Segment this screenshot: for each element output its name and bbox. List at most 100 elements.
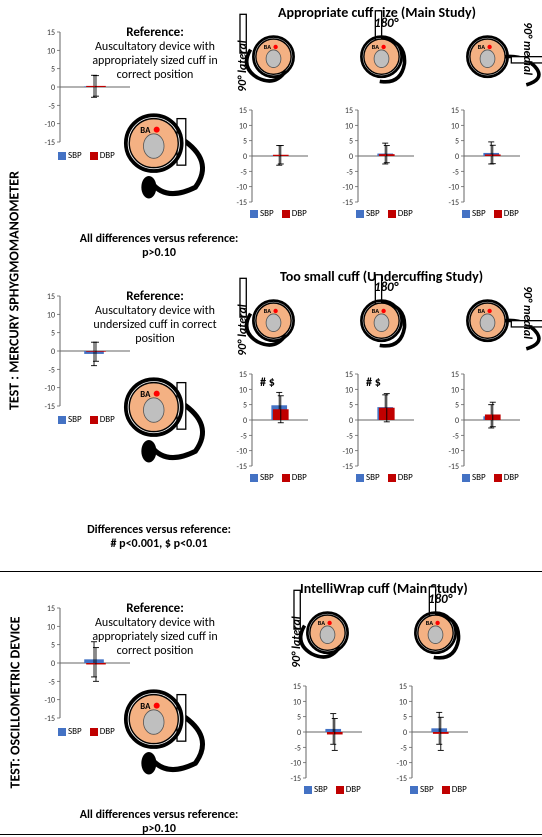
svg-text:10: 10	[399, 697, 407, 707]
lbl-r2-90med: 90° medial	[520, 286, 534, 356]
svg-text:BA: BA	[372, 307, 379, 315]
lbl-r1-180: 180°	[374, 16, 398, 31]
legend: SBP DBP	[244, 208, 307, 219]
svg-text:-5: -5	[294, 743, 301, 753]
vlabel-mercury: TEST : MERCURY SPHYGMOMANOMETER	[6, 159, 23, 423]
svg-text:-15: -15	[236, 462, 247, 470]
svg-text:15: 15	[399, 682, 407, 692]
svg-text:-15: -15	[342, 462, 353, 470]
svg-text:10: 10	[451, 385, 459, 395]
lbl-r3-90lat: 90° lateral	[290, 598, 304, 668]
svg-text:0: 0	[349, 416, 353, 426]
svg-text:-5: -5	[346, 167, 353, 177]
svg-text:10: 10	[239, 121, 247, 131]
svg-text:5: 5	[349, 137, 353, 147]
svg-text:10: 10	[239, 385, 247, 395]
legend: SBP DBP	[52, 150, 115, 161]
legend: SBP DBP	[350, 472, 413, 483]
anno-r2-180: # $	[366, 376, 381, 390]
svg-text:5: 5	[51, 65, 55, 75]
svg-text:15: 15	[345, 106, 353, 116]
svg-text:BA: BA	[140, 390, 151, 400]
svg-text:BA: BA	[478, 43, 485, 51]
vlabel-osc: TEST: OSCILLOMETRIC DEVICE	[7, 608, 24, 798]
ref-diagram-r1: BA	[110, 95, 198, 188]
chart-r2-90med: -15-10-5051015	[442, 370, 524, 475]
lbl-r2-180: 180°	[374, 280, 398, 295]
svg-text:BA: BA	[140, 126, 151, 136]
diag-r2-180: BA	[350, 286, 413, 354]
svg-text:15: 15	[47, 28, 55, 38]
svg-text:0: 0	[455, 152, 459, 162]
legend: SBP DBP	[456, 208, 519, 219]
chart-r1-90med: -15-10-5051015	[442, 106, 524, 211]
svg-text:0: 0	[51, 347, 55, 357]
svg-text:-15: -15	[44, 138, 55, 146]
svg-text:0: 0	[243, 416, 247, 426]
svg-text:5: 5	[243, 401, 247, 411]
svg-text:15: 15	[47, 604, 55, 614]
chart-r1-180: -15-10-5051015	[336, 106, 418, 211]
pval-r1: All differences versus reference:p>0.10	[64, 232, 254, 261]
ref-diagram-r2: BA	[110, 359, 198, 452]
svg-text:0: 0	[297, 728, 301, 738]
legend: SBP DBP	[404, 784, 467, 795]
svg-text:-15: -15	[236, 198, 247, 206]
svg-text:-15: -15	[396, 774, 407, 782]
lbl-r1-90lat: 90° lateral	[236, 22, 250, 92]
svg-text:5: 5	[349, 401, 353, 411]
diag-r3-90lat: BA	[296, 598, 359, 666]
svg-text:15: 15	[239, 106, 247, 116]
svg-text:10: 10	[47, 622, 55, 632]
svg-text:BA: BA	[264, 307, 271, 315]
legend: SBP DBP	[52, 726, 115, 737]
svg-text:5: 5	[243, 137, 247, 147]
divider-1	[0, 571, 542, 572]
svg-text:5: 5	[403, 713, 407, 723]
legend: SBP DBP	[298, 784, 361, 795]
svg-text:-15: -15	[448, 198, 459, 206]
svg-text:15: 15	[345, 370, 353, 380]
svg-text:5: 5	[51, 641, 55, 651]
svg-text:10: 10	[293, 697, 301, 707]
svg-text:BA: BA	[140, 702, 151, 712]
svg-text:15: 15	[47, 292, 55, 302]
legend: SBP DBP	[244, 472, 307, 483]
chart-r3-180: -15 -10 -5 0 5 10 15	[390, 682, 472, 787]
pval-r3: All differences versus reference:p>0.10	[64, 808, 254, 837]
svg-text:15: 15	[451, 370, 459, 380]
svg-text:BA: BA	[478, 307, 485, 315]
svg-text:15: 15	[293, 682, 301, 692]
svg-text:-10: -10	[342, 447, 353, 457]
svg-text:0: 0	[349, 152, 353, 162]
svg-text:-10: -10	[44, 384, 55, 394]
svg-text:BA: BA	[318, 619, 325, 627]
svg-text:-5: -5	[452, 431, 459, 441]
diag-r1-90lat: BA	[242, 22, 305, 90]
svg-text:10: 10	[47, 46, 55, 56]
svg-text:-10: -10	[44, 696, 55, 706]
svg-text:-5: -5	[452, 167, 459, 177]
lbl-r3-180: 180°	[428, 592, 452, 607]
svg-text:-10: -10	[448, 447, 459, 457]
svg-text:10: 10	[451, 121, 459, 131]
svg-text:-5: -5	[346, 431, 353, 441]
svg-text:BA: BA	[264, 43, 271, 51]
svg-text:5: 5	[455, 401, 459, 411]
diag-r2-90lat: BA	[242, 286, 305, 354]
svg-text:-10: -10	[342, 183, 353, 193]
svg-text:-10: -10	[236, 447, 247, 457]
svg-text:-5: -5	[240, 431, 247, 441]
chart-r1-90lat: -15-10-5051015	[230, 106, 312, 211]
svg-text:5: 5	[455, 137, 459, 147]
svg-text:0: 0	[51, 659, 55, 669]
svg-text:10: 10	[345, 385, 353, 395]
svg-text:-10: -10	[396, 759, 407, 769]
svg-text:0: 0	[403, 728, 407, 738]
svg-text:0: 0	[243, 152, 247, 162]
svg-text:-5: -5	[48, 677, 55, 687]
pval-r2: Differences versus reference:# p<0.001, …	[64, 523, 254, 552]
svg-text:15: 15	[239, 370, 247, 380]
svg-text:-5: -5	[400, 743, 407, 753]
svg-text:-10: -10	[236, 183, 247, 193]
